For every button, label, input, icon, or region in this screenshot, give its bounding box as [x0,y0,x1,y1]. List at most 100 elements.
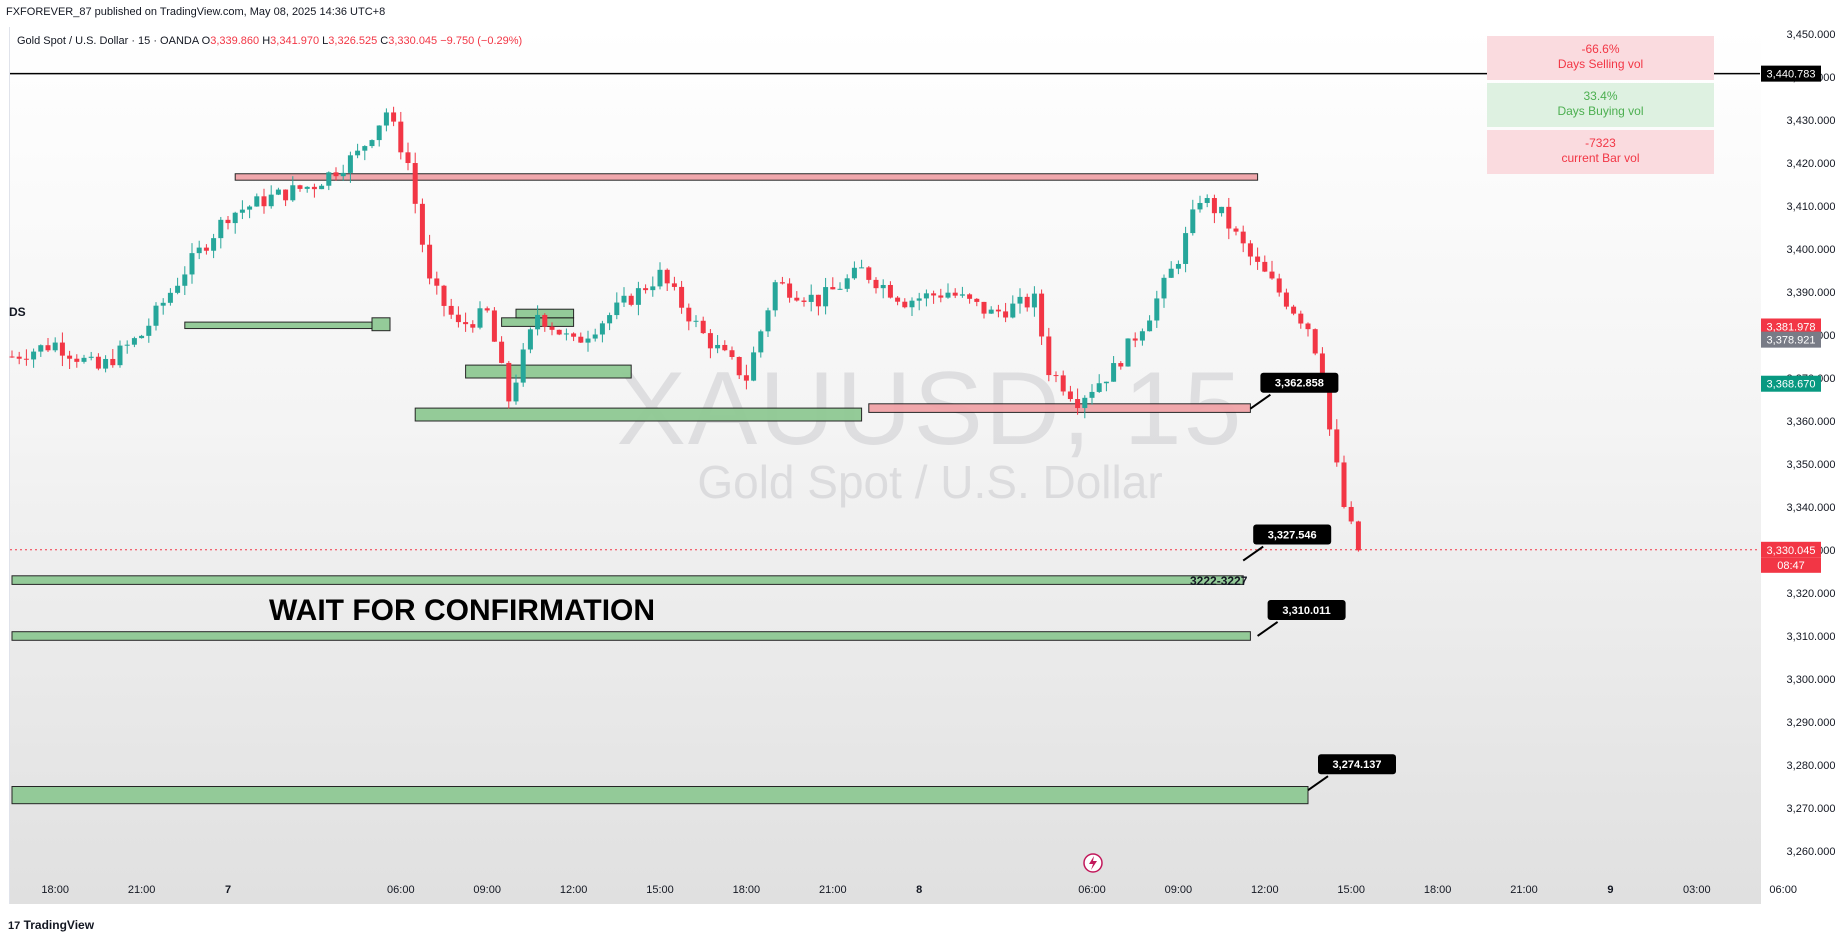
candle-body [261,196,267,207]
legend-low: 3,326.525 [328,35,378,47]
x-tick-label: 15:00 [1337,884,1365,896]
candle-body [1190,209,1196,234]
y-tick-label: 3,390.000 [1787,287,1835,299]
candle-body [1111,363,1117,382]
candle-body [391,112,397,122]
partial-label: DS [9,305,26,319]
x-tick-label: 18:00 [41,884,69,896]
chart-plot-area[interactable] [9,27,1762,904]
candle-body [1096,383,1102,392]
candle-body [1024,296,1030,308]
y-tick-label: 3,400.000 [1787,244,1835,256]
candle-body [837,288,843,290]
candle-body [787,283,793,298]
candle-body [902,301,908,308]
selling-label: Days Selling vol [1557,57,1644,71]
candle-body [139,335,145,339]
candle-body [614,302,620,316]
candle-body [95,356,101,369]
candle-body [31,351,37,360]
candle-body [376,125,382,141]
candle-body [535,314,541,330]
wait-for-confirmation-text: WAIT FOR CONFIRMATION [269,594,656,627]
tradingview-logo-icon: 17 [8,920,21,932]
candle-body [239,209,245,213]
candle-body [585,338,591,343]
candle-body [866,267,872,280]
demand-zone-3 [414,407,863,422]
candle-body [484,308,490,311]
candle-body [333,172,339,177]
candle-body [1355,521,1361,551]
candle-body [1082,397,1088,409]
candle-body [1341,462,1347,507]
x-tick-label: 06:00 [1769,884,1797,896]
candle-body [398,121,404,153]
candle-body [887,284,893,298]
candle-body [153,305,159,326]
candle-body [1125,338,1131,367]
x-tick-label: 18:00 [733,884,761,896]
candle-body [851,267,857,279]
candle-body [160,302,166,306]
candle-body [419,203,425,245]
demand-zone-9 [11,631,1251,641]
candle-body [1291,306,1297,314]
candle-body [873,279,879,289]
candle-body [743,375,749,381]
candle-body [671,283,677,287]
candle-body [751,352,757,381]
candle-body [643,288,649,291]
ohlc-legend: Gold Spot / U.S. Dollar · 15 · OANDA O3,… [17,35,522,47]
candle-body [45,345,51,351]
x-tick-label: 09:00 [473,884,501,896]
zone-range-label: 3222-3227 [1190,574,1248,588]
candle-body [981,301,987,314]
candle-body [38,345,44,352]
candle-body [952,292,958,296]
selling-pct: -66.6% [1581,42,1620,56]
candle-body [499,341,505,363]
price-axis-label: 3,368.670 [1767,379,1816,391]
candle-body [859,267,865,269]
candle-body [203,247,209,251]
legend-change: −9.750 (−0.29%) [440,35,523,47]
y-tick-label: 3,430.000 [1787,115,1835,127]
candle-body [369,140,375,147]
candle-body [103,358,109,369]
candle-body [1154,298,1160,321]
callout-pointer [1307,775,1329,792]
candle-body [686,307,692,322]
candle-body [355,150,361,156]
candle-body [916,298,922,301]
tradingview-footer[interactable]: 17 TradingView [8,918,94,932]
candle-body [931,293,937,296]
candle-body [599,323,605,335]
flash-bolt-icon [1089,856,1097,870]
x-tick-label: 03:00 [1683,884,1711,896]
x-tick-label: 12:00 [560,884,588,896]
callout-pointer [1249,393,1271,410]
candle-body [801,300,807,302]
candle-body [1039,293,1045,337]
candle-body [1262,261,1268,272]
candle-body [938,295,944,298]
candle-body [707,333,713,349]
candle-body [794,297,800,301]
candle-body [175,285,181,293]
candle-body [131,338,137,345]
candle-body [772,282,778,311]
price-axis-label-box [1761,318,1821,335]
x-tick-label: 18:00 [1424,884,1452,896]
candle-body [1247,243,1253,257]
candle-body [563,333,569,335]
y-tick-label: 3,310.000 [1787,631,1835,643]
candle-body [1197,202,1203,210]
callout-price-label: 3,362.858 [1275,378,1324,390]
candle-body [1175,263,1181,269]
candle-body [110,358,116,366]
buying-label: Days Buying vol [1557,104,1644,118]
candle-body [1089,391,1095,398]
x-tick-label: 09:00 [1165,884,1193,896]
